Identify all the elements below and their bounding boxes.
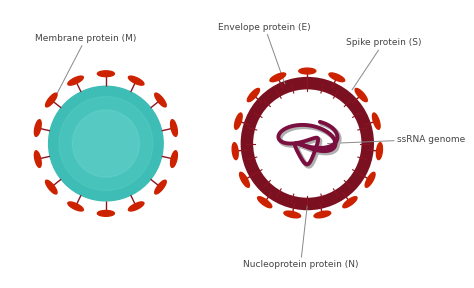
Circle shape <box>73 110 139 177</box>
Ellipse shape <box>314 211 331 218</box>
Ellipse shape <box>155 93 166 107</box>
Circle shape <box>49 86 163 201</box>
Ellipse shape <box>97 211 114 216</box>
Text: Nucleoprotein protein (N): Nucleoprotein protein (N) <box>243 205 358 269</box>
Text: ssRNA genome: ssRNA genome <box>328 134 465 144</box>
Ellipse shape <box>68 202 83 211</box>
Text: Membrane protein (M): Membrane protein (M) <box>35 34 137 94</box>
Ellipse shape <box>171 151 177 167</box>
Ellipse shape <box>329 73 345 82</box>
Ellipse shape <box>128 76 144 85</box>
Ellipse shape <box>35 151 41 167</box>
Ellipse shape <box>355 88 367 102</box>
Ellipse shape <box>232 143 238 160</box>
Ellipse shape <box>171 120 177 136</box>
Ellipse shape <box>46 93 57 107</box>
Ellipse shape <box>46 180 57 194</box>
Text: Spike protein (S): Spike protein (S) <box>346 38 421 90</box>
Ellipse shape <box>257 197 272 208</box>
Ellipse shape <box>376 143 383 160</box>
Ellipse shape <box>270 73 286 82</box>
Ellipse shape <box>299 68 316 74</box>
Ellipse shape <box>128 202 144 211</box>
Ellipse shape <box>373 113 380 129</box>
Ellipse shape <box>247 88 259 102</box>
Ellipse shape <box>97 71 114 77</box>
Circle shape <box>59 96 153 191</box>
Ellipse shape <box>343 197 357 208</box>
Ellipse shape <box>284 211 301 218</box>
Ellipse shape <box>365 172 375 187</box>
Ellipse shape <box>155 180 166 194</box>
Circle shape <box>248 84 367 203</box>
Ellipse shape <box>239 172 249 187</box>
Ellipse shape <box>35 120 41 136</box>
Ellipse shape <box>68 76 83 85</box>
Text: Envelope protein (E): Envelope protein (E) <box>219 23 311 84</box>
Ellipse shape <box>235 113 242 129</box>
